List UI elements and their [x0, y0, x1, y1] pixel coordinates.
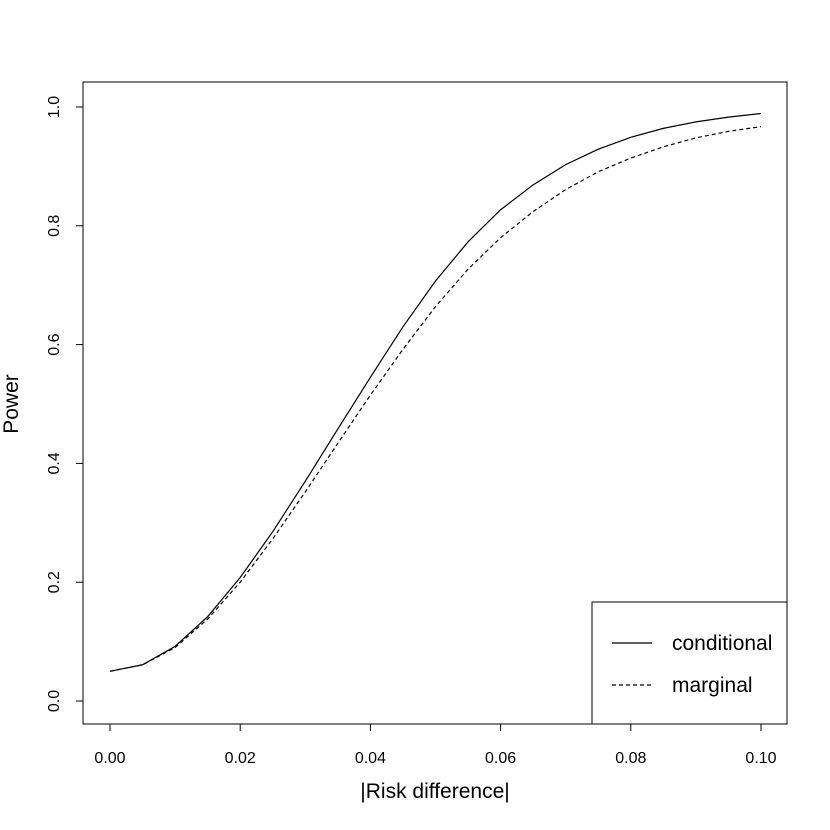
y-tick-label: 0.6	[46, 333, 63, 355]
x-tick-label: 0.06	[485, 750, 516, 767]
x-tick-label: 0.10	[745, 750, 776, 767]
series-line-conditional	[109, 112, 762, 672]
x-axis-title: |Risk difference|	[360, 780, 509, 803]
legend: conditional marginal	[591, 601, 788, 725]
x-tick-label: 0.00	[94, 750, 125, 767]
x-tick-label: 0.04	[355, 750, 386, 767]
y-tick-label: 0.4	[46, 452, 63, 474]
legend-box	[591, 601, 788, 725]
y-tick-label: 0.8	[46, 215, 63, 237]
series-line-marginal	[109, 126, 762, 672]
series-layer	[109, 112, 762, 672]
x-axis: 0.00 0.02 0.04 0.06 0.08 0.10	[94, 723, 777, 767]
y-tick-label: 1.0	[46, 96, 63, 118]
y-tick-label: 0.2	[46, 571, 63, 593]
legend-label-marginal: marginal	[672, 674, 753, 697]
x-tick-label: 0.02	[225, 750, 256, 767]
legend-label-conditional: conditional	[672, 632, 772, 655]
y-tick-label: 0.0	[46, 690, 63, 712]
y-axis: 0.0 0.2 0.4 0.6 0.8 1.0	[46, 96, 84, 712]
y-axis-title: Power	[0, 374, 23, 434]
x-tick-label: 0.08	[615, 750, 646, 767]
